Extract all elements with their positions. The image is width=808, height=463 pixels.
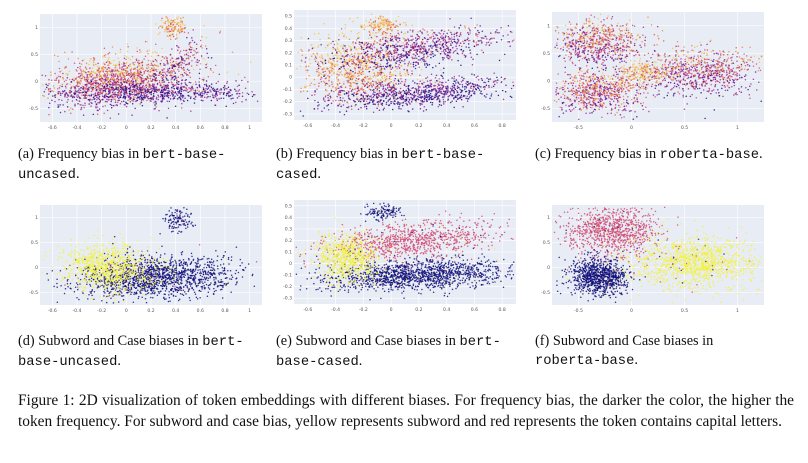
y-tick-label: -0.3 [283,296,292,302]
x-tick-label: 0 [630,125,633,131]
x-tick-label: -0.6 [48,308,57,314]
x-tick-label: -0.6 [303,307,312,313]
x-tick-label: 0 [125,125,128,131]
x-tick-label: 0.4 [172,308,179,314]
x-tick-label: 0.6 [197,308,204,314]
x-tick-label: -0.5 [574,308,583,314]
plot-background [552,205,764,305]
x-tick-label: 1 [736,125,739,131]
x-tick-label: 0.6 [471,307,478,313]
x-tick-label: 0 [390,123,393,129]
x-tick-label: 0 [390,307,393,313]
x-tick-label: 0 [125,308,128,314]
x-tick-label: 0.2 [147,125,154,131]
y-tick-label: -0.5 [541,106,550,112]
figure-caption: Figure 1: 2D visualization of token embe… [18,392,794,430]
plot-e: -0.6 -0.4 -0.2 0 0.2 0.4 0.6 0.8 0.5 0.4 0.3 0.2 0.1… [280,198,520,320]
x-tick-label: 0 [630,308,633,314]
plot-f: -0.5 0 0.5 1 1 0.5 0 -0.5 [540,203,770,319]
y-tick-label: 0 [547,265,550,271]
y-tick-label: 0 [35,79,38,85]
scatter-points [296,13,515,117]
x-tick-label: -0.2 [359,307,368,313]
subcaption-e: (e) Subword and Case biases in bert- bas… [276,333,501,370]
x-tick-label: -0.4 [73,308,82,314]
y-tick-label: -0.1 [283,87,292,93]
y-tick-label: 0.1 [285,63,292,69]
x-tick-label: -0.4 [331,307,340,313]
plot-c: -0.5 0 0.5 1 1 0.5 0 -0.5 [540,10,770,136]
x-tick-label: 0.8 [498,123,505,129]
x-tick-label: 0.5 [681,308,688,314]
y-tick-label: 0.5 [543,51,550,57]
scatter-points [295,202,515,301]
y-tick-label: 0 [547,78,550,84]
y-tick-label: 1 [35,215,38,221]
x-tick-label: 0.2 [147,308,154,314]
x-tick-label: -0.2 [97,125,106,131]
subcaption-b: (b) Frequency bias in bert-base- cased. [276,146,485,183]
x-tick-label: 1 [248,308,251,314]
y-tick-label: 1 [35,25,38,31]
plot-d: -0.6 -0.4 -0.2 0 0.2 0.4 0.6 0.8 1 1 0.5 0 -0.5 [28,203,268,319]
subcaption-c: (c) Frequency bias in roberta-base. [535,146,763,163]
x-tick-label: -0.6 [48,125,57,131]
y-tick-label: -0.2 [283,99,292,105]
scatter-points [553,206,763,304]
x-tick-label: -0.2 [359,123,368,129]
subcaption-f: (f) Subword and Case biases in roberta-b… [535,333,714,369]
y-tick-label: 0.3 [285,226,292,232]
x-tick-label: 0.6 [471,123,478,129]
plot-a: -0.6 -0.4 -0.2 0 0.2 0.4 0.6 0.8 1 1 0.5 0 -0.5 [28,12,268,137]
y-tick-label: 0.5 [31,240,38,246]
x-tick-label: 0.5 [681,125,688,131]
x-tick-label: 0.4 [172,125,179,131]
y-tick-label: 0.2 [285,50,292,56]
scatter-points [41,16,259,119]
y-tick-label: 1 [547,215,550,221]
x-tick-label: -0.2 [97,308,106,314]
x-tick-label: -0.6 [303,123,312,129]
y-tick-label: 0.3 [285,38,292,44]
scatter-points [553,13,763,121]
x-tick-label: 0.2 [415,123,422,129]
y-tick-label: 0.4 [285,215,292,221]
x-tick-label: 0.8 [221,125,228,131]
y-tick-label: -0.3 [283,111,292,117]
subcaption-d: (d) Subword and Case biases in bert- bas… [18,333,244,370]
x-tick-label: 1 [736,308,739,314]
x-tick-label: -0.4 [331,123,340,129]
y-tick-label: 0.2 [285,238,292,244]
y-tick-label: -0.5 [29,106,38,112]
scatter-points [41,206,258,304]
y-tick-label: 0.5 [285,203,292,209]
x-tick-label: 0.2 [415,307,422,313]
subcaption-a: (a) Frequency bias in bert-base- uncased… [18,146,226,183]
y-tick-label: 0.5 [285,14,292,20]
y-tick-label: 0 [289,75,292,81]
y-tick-label: 0.1 [285,250,292,256]
y-tick-label: 0.5 [543,240,550,246]
y-tick-label: -0.2 [283,284,292,290]
y-tick-label: 0 [35,265,38,271]
x-tick-label: -0.4 [73,125,82,131]
x-tick-label: 0.4 [443,123,450,129]
y-tick-label: 0.4 [285,26,292,32]
y-tick-label: 0 [289,261,292,267]
y-tick-label: 0.5 [31,52,38,58]
x-tick-label: 0.6 [197,125,204,131]
plot-b: -0.6 -0.4 -0.2 0 0.2 0.4 0.6 0.8 0.5 0.4 0.3 0.2 0.1… [280,8,520,136]
y-tick-label: -0.1 [283,273,292,279]
y-tick-label: 1 [547,23,550,29]
y-tick-label: -0.5 [29,290,38,296]
x-tick-label: 1 [248,125,251,131]
x-tick-label: 0.8 [498,307,505,313]
x-tick-label: 0.8 [221,308,228,314]
x-tick-label: 0.4 [443,307,450,313]
y-tick-label: -0.5 [541,290,550,296]
x-tick-label: -0.5 [574,125,583,131]
